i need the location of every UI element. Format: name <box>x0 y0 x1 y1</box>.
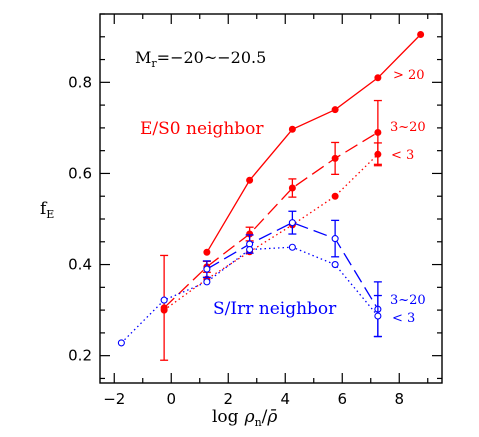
data-point <box>331 261 339 269</box>
data-point <box>288 125 296 133</box>
y-tick-label: 0.4 <box>68 256 92 274</box>
data-point <box>374 74 382 82</box>
data-point <box>203 278 211 286</box>
series-1 <box>160 99 382 361</box>
series-0 <box>203 31 425 256</box>
axis-tick-labels: −2 0 2 4 6 8 0.2 0.4 0.6 0.8 <box>68 73 404 408</box>
sirr-lt3-label: < 3 <box>392 311 415 326</box>
data-point <box>160 296 168 304</box>
y-tick-label: 0.8 <box>68 73 92 91</box>
data-point <box>417 31 425 38</box>
plot-frame <box>99 13 443 384</box>
y-axis-label: fE <box>40 199 54 221</box>
series-4 <box>117 243 382 347</box>
x-axis-label: log ρn/ρ̄ <box>212 407 277 429</box>
data-point <box>288 219 296 227</box>
data-point <box>203 265 211 273</box>
data-point <box>246 245 254 254</box>
es0-gt20-label: > 20 <box>393 68 425 83</box>
es0-3to20-label: 3~20 <box>390 120 426 135</box>
x-tick-label: 0 <box>166 390 176 408</box>
x-tick-label: 4 <box>280 390 290 408</box>
axis-ticks <box>100 13 442 383</box>
plot-border <box>99 13 443 384</box>
es0-group-label: E/S0 neighbor <box>140 119 264 139</box>
data-point <box>117 339 125 347</box>
x-tick-label: 8 <box>394 390 404 408</box>
data-point <box>331 235 339 243</box>
magnitude-range-label: Mr=−20~−20.5 <box>135 48 266 70</box>
series-line <box>163 131 379 309</box>
series-3 <box>202 210 382 338</box>
x-tick-label: 6 <box>337 390 347 408</box>
x-tick-label: 2 <box>223 390 233 408</box>
series-2 <box>160 142 382 314</box>
data-point <box>374 128 382 136</box>
data-point <box>331 106 339 114</box>
data-point <box>160 306 168 314</box>
data-point <box>203 248 211 256</box>
y-tick-label: 0.6 <box>68 164 92 182</box>
data-point <box>374 312 382 320</box>
data-point <box>246 176 254 184</box>
series-layer <box>117 31 425 361</box>
y-tick-label: 0.2 <box>68 347 92 365</box>
x-tick-label: −2 <box>103 390 125 408</box>
sirr-group-label: S/Irr neighbor <box>213 299 337 319</box>
data-point <box>374 150 382 158</box>
series-line <box>206 34 422 253</box>
data-point <box>288 243 296 251</box>
sirr-3to20-label: 3~20 <box>390 293 426 308</box>
series-line <box>206 221 379 310</box>
data-point <box>331 154 339 162</box>
data-point <box>288 184 296 192</box>
series-line <box>120 246 379 344</box>
data-point <box>331 192 339 200</box>
es0-lt3-label: < 3 <box>391 148 414 163</box>
